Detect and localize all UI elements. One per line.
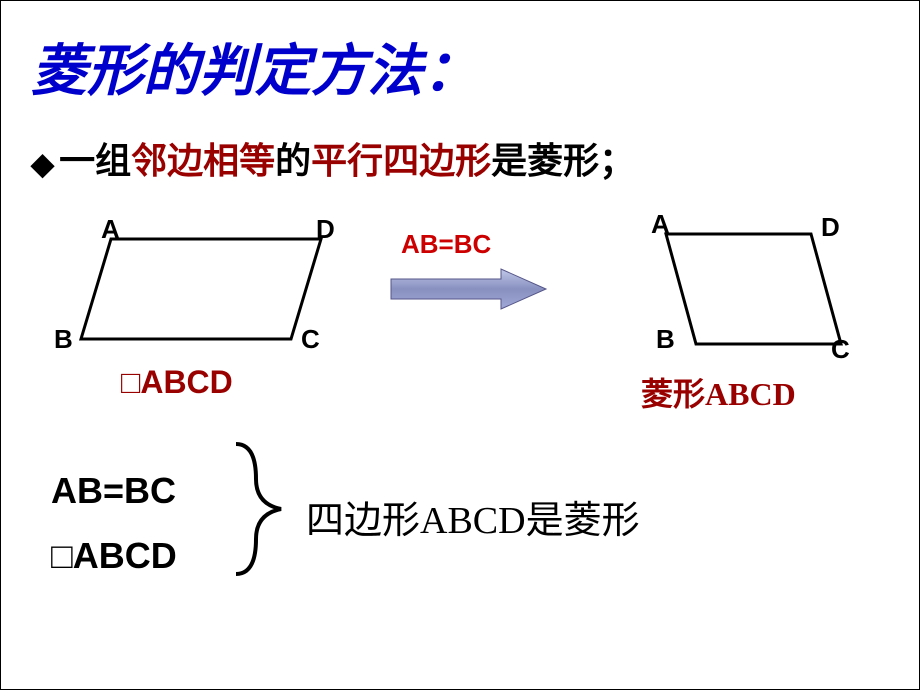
bullet-icon: ◆ — [31, 147, 54, 182]
figures-container: A D B C □□ABCDABCD AB=BC A D B C 菱形ABCD — [1, 209, 919, 439]
label-C2: C — [831, 334, 850, 365]
label-B2: B — [656, 324, 675, 355]
label-D2: D — [821, 212, 840, 243]
conclusion-text: 四边形ABCD是菱形 — [306, 489, 640, 544]
slide-title: 菱形的判定方法： — [1, 1, 919, 117]
proof-section: AB=BC □ABCD□ABCD 四边形ABCD是菱形 — [1, 439, 919, 599]
statement-red2: 平行四边形 — [311, 141, 491, 181]
theorem-statement: ◆一组邻边相等的平行四边形是菱形； — [1, 117, 919, 209]
rhombus-label: 菱形ABCD — [641, 369, 796, 415]
label-A2: A — [651, 209, 670, 240]
statement-part3: 是菱形； — [491, 141, 635, 181]
statement-red1: 邻边相等 — [131, 141, 275, 181]
brace-icon — [226, 434, 296, 584]
statement-part1: 一组 — [59, 141, 131, 181]
statement-part2: 的 — [275, 141, 311, 181]
